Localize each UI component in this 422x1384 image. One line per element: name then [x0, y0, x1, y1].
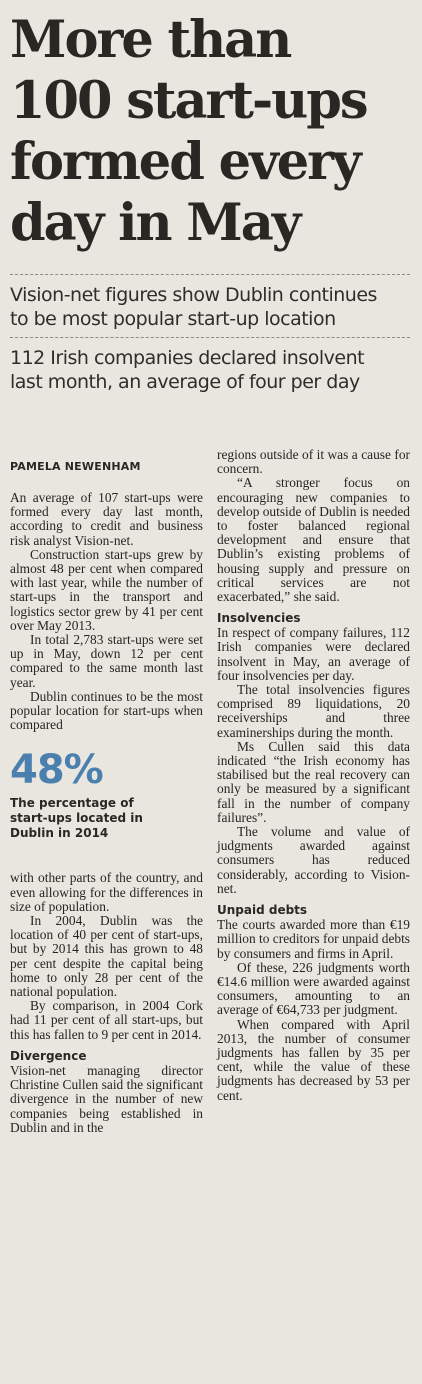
standfirst-line: last month, an average of four per day [10, 371, 360, 393]
stat-caption: The percentage of start-ups located in D… [10, 796, 203, 841]
body-paragraph: Construction start-ups grew by almost 48… [10, 546, 203, 633]
byline: PAMELA NEWENHAM [10, 460, 141, 473]
body-paragraph: regions outside of it was a cause for co… [217, 447, 410, 477]
headline-line: formed every [10, 132, 362, 192]
body-paragraph: The volume and value of judgments awarde… [217, 824, 410, 896]
body-paragraph: When compared with April 2013, the numbe… [217, 1016, 410, 1103]
body-paragraph: The courts awarded more than €19 million… [217, 917, 411, 961]
standfirst-line: Vision-net figures show Dublin continues [10, 284, 377, 306]
body-paragraph: An average of 107 start-ups were formed … [10, 490, 203, 548]
article-body: PAMELA NEWENHAM An average of 107 start-… [10, 447, 410, 1135]
left-column: PAMELA NEWENHAM An average of 107 start-… [10, 460, 203, 1135]
body-paragraph: Vision-net managing director Christine C… [10, 1062, 203, 1135]
dashed-divider [10, 274, 410, 275]
body-paragraph: In respect of company failures, 112 Iris… [217, 625, 410, 683]
body-paragraph: Of these, 226 judgments worth €14.6 mill… [217, 959, 410, 1018]
body-paragraph: In 2004, Dublin was the location of 40 p… [10, 913, 203, 1000]
body-paragraph: By comparison, in 2004 Cork had 11 per c… [10, 998, 203, 1042]
body-paragraph: Dublin continues to be the most popular … [10, 688, 203, 733]
dashed-divider [10, 337, 410, 338]
standfirst-line: to be most popular start-up location [10, 308, 336, 330]
stat-caption-line: start-ups located in [10, 811, 143, 826]
standfirst-line: 112 Irish companies declared insolvent [10, 347, 365, 369]
standfirst-2: 112 Irish companies declared insolvent l… [10, 346, 410, 394]
subhead-divergence: Divergence [10, 1048, 87, 1063]
body-paragraph: “A stronger focus on encouraging new com… [217, 475, 411, 605]
body-paragraph: In total 2,783 start-ups were set up in … [10, 632, 203, 690]
subhead-unpaid-debts: Unpaid debts [217, 903, 308, 918]
headline-line: day in May [10, 193, 301, 253]
body-paragraph: Ms Cullen said this data indicated “the … [217, 738, 410, 825]
stat-number: 48% [10, 747, 104, 794]
headline-line: More than [10, 10, 292, 70]
stat-caption-line: Dublin in 2014 [10, 826, 109, 841]
standfirst-1: Vision-net figures show Dublin continues… [10, 283, 410, 331]
headline-line: 100 start-ups [10, 71, 369, 131]
subhead-insolvencies: Insolvencies [217, 611, 301, 626]
stat-callout: 48% The percentage of start-ups located … [10, 748, 203, 841]
body-paragraph: with other parts of the country, and eve… [10, 870, 203, 914]
headline: More than 100 start-ups formed every day… [10, 10, 410, 254]
right-column: regions outside of it was a cause for co… [217, 447, 411, 1135]
body-paragraph: The total insolvencies figures comprised… [217, 682, 410, 740]
stat-caption-line: The percentage of [10, 796, 134, 811]
